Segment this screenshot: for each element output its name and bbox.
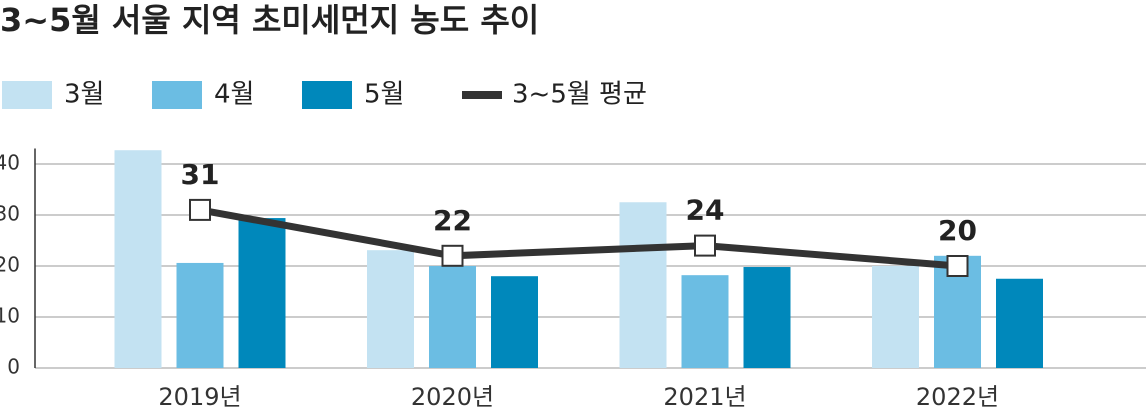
line-marker: [946, 255, 969, 277]
data-label: 24: [686, 194, 725, 227]
chart-title: 3~5월 서울 지역 초미세먼지 농도 추이: [0, 1, 539, 39]
bar: [681, 275, 729, 368]
y-tick-label: 10: [0, 304, 20, 328]
line-marker: [189, 198, 211, 221]
x-tick-label: 2022년: [916, 383, 999, 411]
x-tick-label: 2019년: [158, 383, 241, 411]
bar: [872, 266, 919, 368]
line-marker: [694, 234, 716, 257]
data-label: 20: [938, 214, 977, 247]
bar: [238, 218, 286, 368]
x-tick-label: 2021년: [663, 383, 746, 411]
bar: [619, 202, 667, 368]
line: [199, 206, 958, 270]
y-tick-label: 20: [0, 253, 20, 277]
legend-swatch: [2, 81, 52, 109]
bar: [743, 267, 791, 368]
data-label: 22: [433, 204, 472, 237]
y-tick-label: 40: [0, 151, 20, 175]
bar: [176, 262, 224, 368]
bar: [996, 278, 1043, 368]
bar: [491, 276, 538, 368]
legend-label: 3~5월 평균: [512, 80, 647, 110]
legend-label: 4월: [214, 80, 254, 110]
x-tick-label: 2020년: [411, 383, 494, 411]
bar: [114, 150, 162, 368]
bar: [367, 250, 414, 368]
legend-label: 3월: [64, 80, 104, 110]
y-tick-label: 0: [7, 355, 20, 379]
legend-label: 5월: [364, 80, 404, 110]
y-tick-label: 30: [0, 202, 20, 226]
legend-swatch: [152, 81, 202, 109]
bar: [429, 266, 476, 368]
line-marker: [441, 244, 464, 267]
data-label: 31: [181, 158, 220, 191]
legend-swatch: [302, 81, 352, 109]
